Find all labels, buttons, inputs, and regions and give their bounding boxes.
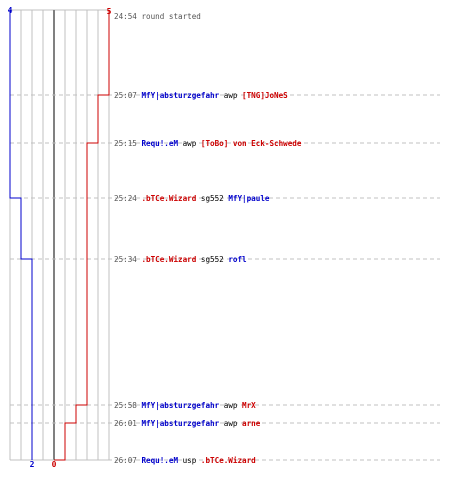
event-time: 24:54 <box>114 12 137 21</box>
event-entry: 25:34 .bTCe.Wizard sg552 rofl <box>114 255 247 264</box>
team-b-player: arne <box>242 419 261 428</box>
team-b-end-count: 0 <box>52 460 57 469</box>
team-a-end-count: 2 <box>30 460 35 469</box>
event-action: round started <box>141 12 200 21</box>
event-action: awp <box>219 91 242 100</box>
event-action: sg552 <box>196 255 228 264</box>
team-b-player: [TNG]JoNeS <box>242 91 288 100</box>
team-b-player: .bTCe.Wizard <box>201 456 256 465</box>
team-b-player: .bTCe.Wizard <box>141 194 196 203</box>
team-a-player: rofl <box>228 255 247 264</box>
event-time: 25:07 <box>114 91 137 100</box>
event-entry: 25:58 MfY|absturzgefahr awp MrX <box>114 401 256 411</box>
team-a-player: MfY|paule <box>228 194 270 204</box>
team-a-player: Requ!.eM <box>141 139 178 148</box>
event-list: 24:54 round started 25:07 MfY|absturzgefa… <box>114 12 302 465</box>
team-a-start-count: 4 <box>8 6 13 15</box>
team-b-player: .bTCe.Wizard <box>141 255 196 264</box>
score-labels: 4 5 2 0 <box>8 6 112 469</box>
event-action: awp <box>219 419 242 428</box>
timeline-grid <box>9 9 440 461</box>
event-time: 26:07 <box>114 456 137 465</box>
alive-count-lines <box>9 10 110 461</box>
event-entry: 25:24 .bTCe.Wizard sg552 MfY|paule <box>114 194 270 204</box>
team-a-alive-line <box>9 10 33 460</box>
event-time: 26:01 <box>114 419 137 428</box>
event-action: usp <box>178 456 201 465</box>
event-entry: 26:01 MfY|absturzgefahr awp arne <box>114 419 261 429</box>
team-a-player: Requ!.eM <box>141 456 178 465</box>
team-a-player: MfY|absturzgefahr <box>141 401 219 411</box>
event-action: sg552 <box>196 194 228 203</box>
event-time: 25:34 <box>114 255 137 264</box>
team-b-player: MrX <box>242 401 256 410</box>
event-time: 25:15 <box>114 139 137 148</box>
event-entry: 24:54 round started <box>114 12 201 21</box>
event-time: 25:24 <box>114 194 137 203</box>
event-action: awp <box>178 139 201 148</box>
event-entry: 26:07 Requ!.eM usp .bTCe.Wizard <box>114 456 256 465</box>
team-a-player: MfY|absturzgefahr <box>141 91 219 101</box>
team-b-alive-line <box>54 10 110 461</box>
team-a-player: MfY|absturzgefahr <box>141 419 219 429</box>
team-b-start-count: 5 <box>107 7 112 16</box>
event-entry: 25:07 MfY|absturzgefahr awp [TNG]JoNeS <box>114 91 288 101</box>
event-entry: 25:15 Requ!.eM awp [ToBo] von Eck-Schwed… <box>114 139 302 148</box>
event-time: 25:58 <box>114 401 137 410</box>
team-b-player: [ToBo] von Eck-Schwede <box>201 139 302 148</box>
event-action: awp <box>219 401 242 410</box>
